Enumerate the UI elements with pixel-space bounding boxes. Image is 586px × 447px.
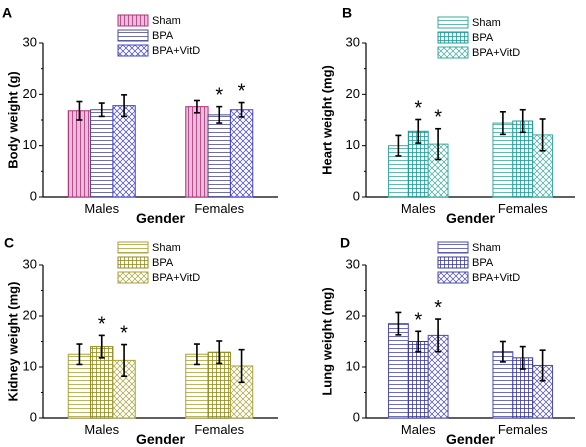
bar-males-sham	[387, 323, 409, 419]
y-axis-label: Lung weight (mg)	[319, 287, 334, 395]
bar-females-sham	[185, 106, 209, 198]
y-tick-label: 20	[23, 307, 37, 322]
legend-entry: BPA+VitD	[152, 272, 200, 284]
y-axis-label: Kidney weight (mg)	[5, 282, 20, 402]
legend: Sham BPA BPA+VitD	[117, 241, 200, 284]
legend-swatch	[437, 241, 469, 254]
legend-entry: Sham	[472, 242, 501, 254]
legend-entry: BPA	[152, 257, 174, 269]
legend: Sham BPA BPA+VitD	[437, 241, 520, 284]
x-tick-label: Females	[194, 422, 244, 437]
panel-label: D	[340, 235, 350, 251]
y-tick-label: 10	[23, 137, 37, 152]
legend: Sham BPA BPA+VitD	[117, 14, 200, 57]
legend-swatch	[437, 16, 469, 29]
x-tick-label: Females	[194, 201, 244, 216]
x-tick-label: Males	[84, 422, 119, 437]
x-axis-label: Gender	[446, 431, 496, 447]
y-tick-label: 0	[30, 409, 37, 424]
y-tick-label: 0	[353, 188, 360, 203]
y-tick-label: 0	[30, 188, 37, 203]
bar-males-bpa	[407, 341, 429, 419]
significance-asterisk: *	[215, 85, 223, 107]
significance-asterisk: *	[414, 97, 422, 119]
significance-asterisk: *	[238, 81, 246, 103]
bar-females-bpa	[207, 114, 231, 198]
legend-swatch	[117, 241, 149, 254]
chart-panel-d: D 0 10 20 30 Lung weight (mg) * * Males FemalesGe…	[319, 235, 575, 447]
y-tick-label: 10	[23, 358, 37, 373]
panel-label: B	[342, 5, 352, 21]
legend-entry: BPA+VitD	[152, 45, 200, 57]
significance-asterisk: *	[434, 107, 442, 129]
y-tick-label: 30	[346, 34, 360, 49]
panel-label: C	[4, 235, 14, 251]
y-tick-label: 20	[346, 86, 360, 101]
x-axis-label: Gender	[136, 210, 186, 226]
legend-swatch	[117, 44, 149, 57]
chart-panel-b: B 0 10 20 30 Heart weight (mg) * * Males FemalesG…	[319, 5, 575, 226]
y-tick-label: 10	[346, 137, 360, 152]
legend-entry: BPA+VitD	[472, 47, 520, 59]
significance-asterisk: *	[120, 323, 128, 345]
panel-label: A	[2, 5, 12, 21]
legend-entry: Sham	[152, 15, 181, 27]
y-tick-label: 20	[23, 86, 37, 101]
legend-swatch	[117, 29, 149, 42]
x-tick-label: Females	[498, 201, 548, 216]
legend-entry: BPA	[472, 32, 494, 44]
x-axis-label: Gender	[446, 210, 496, 226]
legend-entry: BPA	[472, 257, 494, 269]
y-axis-label: Heart weight (mg)	[319, 65, 334, 175]
y-axis-label: Body weight (g)	[5, 71, 20, 169]
legend-swatch	[117, 14, 149, 27]
legend-entry: Sham	[152, 242, 181, 254]
legend-entry: Sham	[472, 17, 501, 29]
bar-males-sham	[67, 110, 92, 198]
significance-asterisk: *	[414, 309, 422, 331]
x-tick-label: Females	[498, 422, 548, 437]
x-axis-label: Gender	[136, 431, 186, 447]
bar-males-bpa	[90, 109, 114, 198]
bar-females-bpa-vitd	[229, 109, 254, 198]
y-tick-label: 30	[23, 34, 37, 49]
legend-swatch	[437, 46, 469, 59]
legend-swatch	[437, 256, 469, 269]
legend-entry: BPA+VitD	[472, 272, 520, 284]
y-tick-label: 20	[346, 307, 360, 322]
legend: Sham BPA BPA+VitD	[437, 16, 520, 59]
x-tick-label: Males	[401, 201, 436, 216]
y-tick-label: 30	[346, 256, 360, 271]
legend-swatch	[437, 271, 469, 284]
x-tick-label: Males	[84, 201, 119, 216]
legend-entry: BPA	[152, 30, 174, 42]
y-tick-label: 30	[23, 256, 37, 271]
legend-swatch	[117, 256, 149, 269]
y-tick-label: 0	[353, 409, 360, 424]
chart-panel-a: A 0 10 20 30 Body weight (g) Males * * Females Gen…	[2, 5, 278, 226]
significance-asterisk: *	[434, 297, 442, 319]
x-tick-label: Males	[401, 422, 436, 437]
y-tick-label: 10	[346, 358, 360, 373]
bar-males-bpa-vitd	[112, 105, 136, 198]
legend-swatch	[437, 31, 469, 44]
legend-swatch	[117, 271, 149, 284]
significance-asterisk: *	[98, 313, 106, 335]
